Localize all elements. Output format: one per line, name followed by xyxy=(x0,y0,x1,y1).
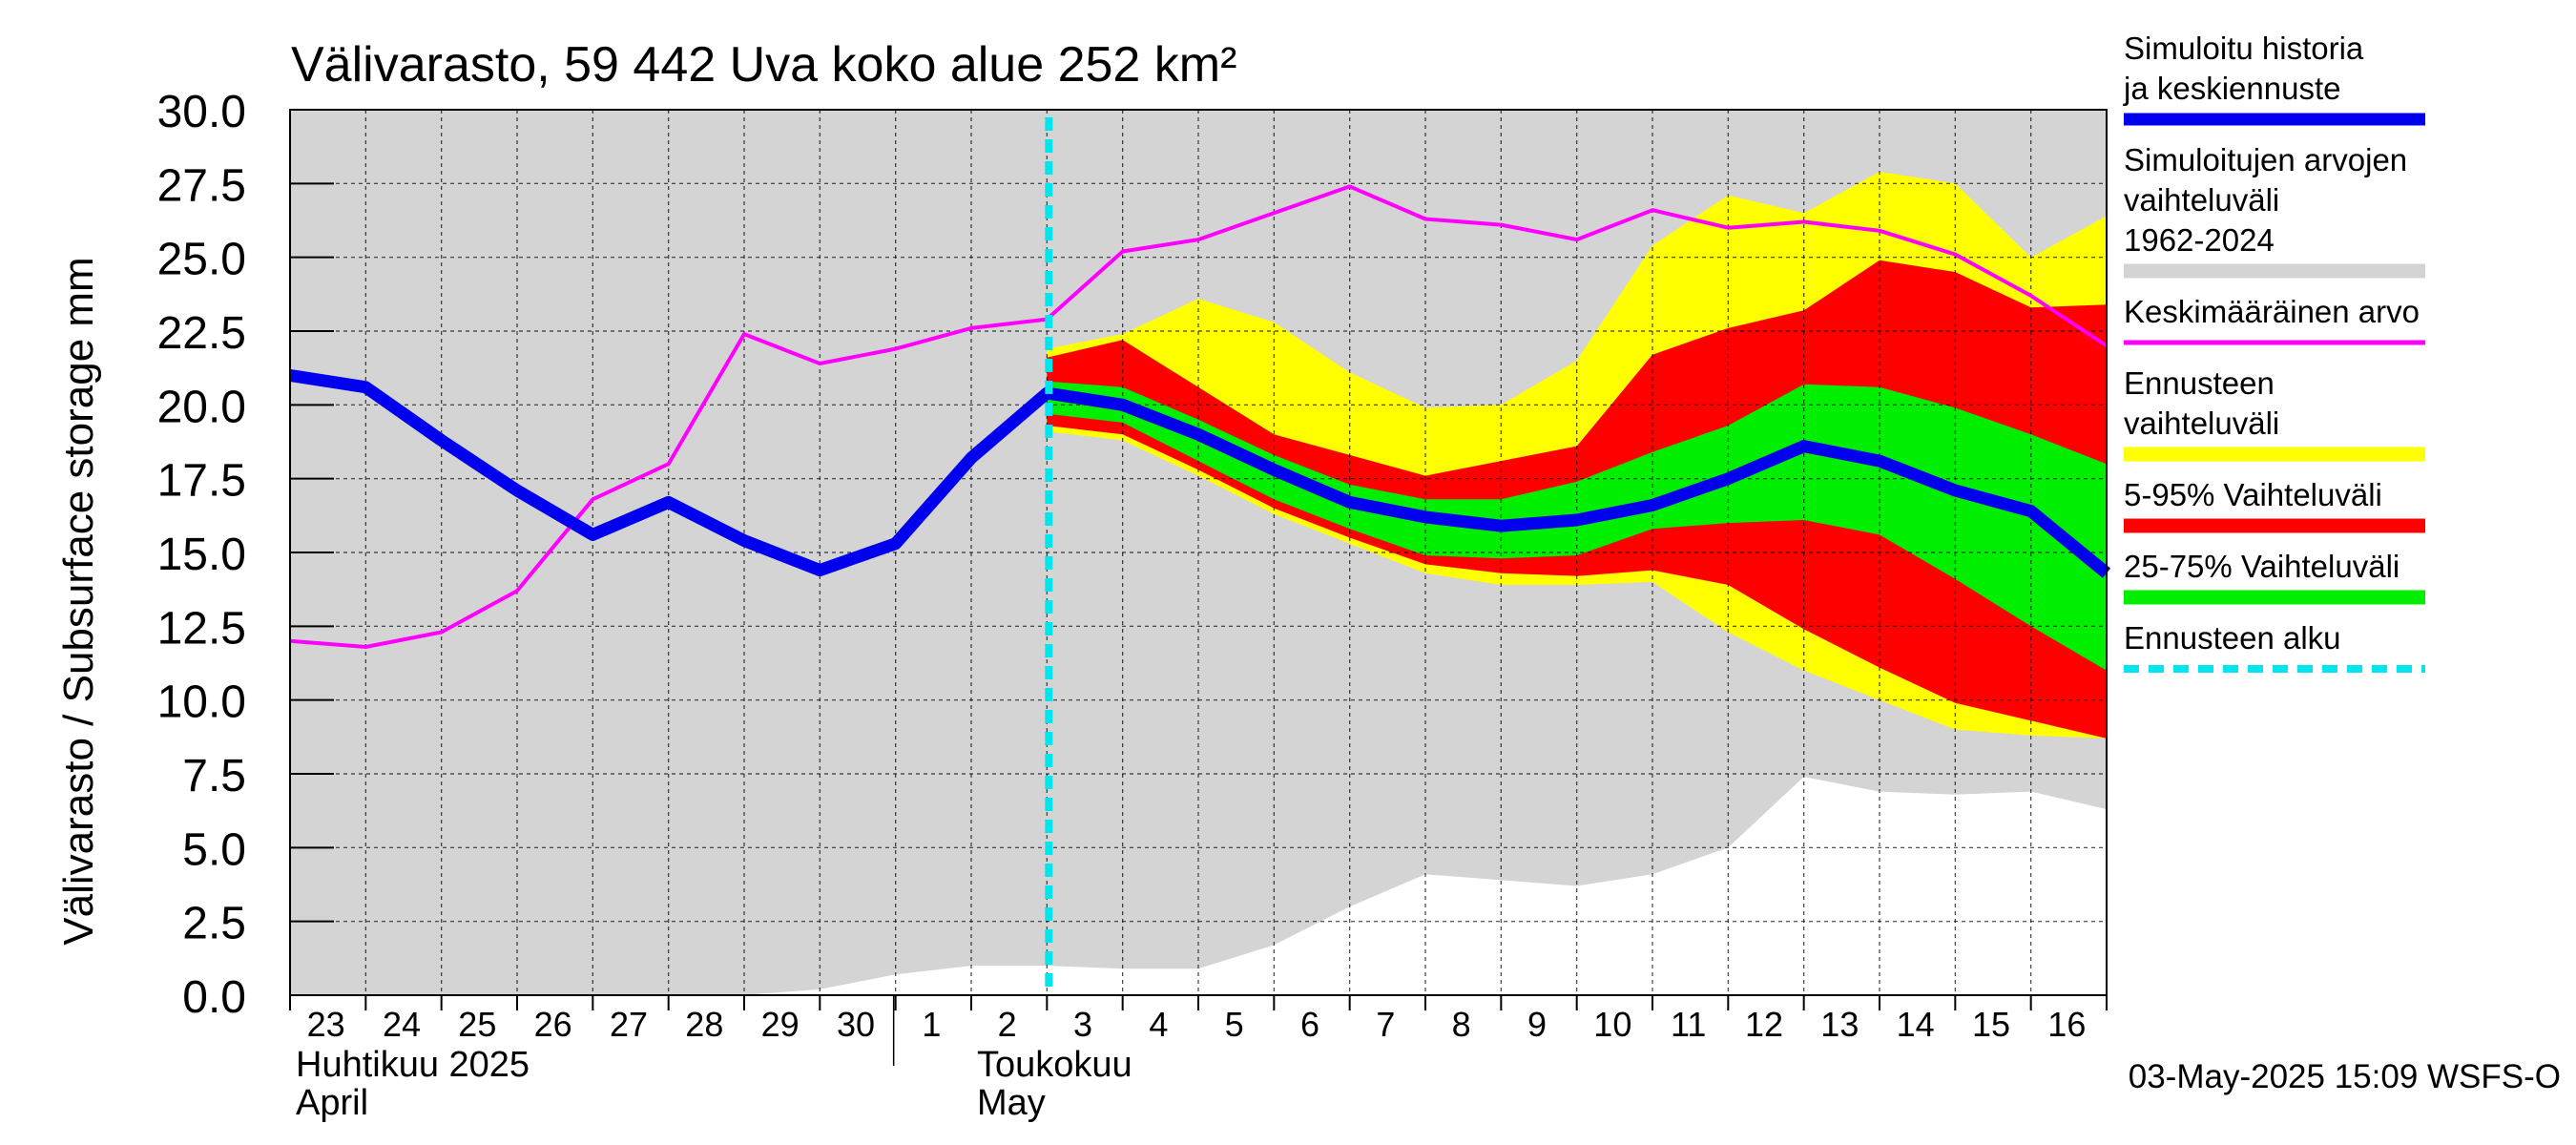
y-tick-label: 7.5 xyxy=(182,751,246,802)
x-tick-label: 9 xyxy=(1527,1005,1547,1044)
x-tick-label: 14 xyxy=(1897,1005,1935,1044)
x-tick-label: 4 xyxy=(1149,1005,1168,1044)
mean-value-line xyxy=(289,184,2109,649)
y-tick-label: 27.5 xyxy=(157,160,246,211)
month-label-english: May xyxy=(977,1083,1046,1123)
x-tick-label: 16 xyxy=(2047,1005,2086,1044)
chart-title: Välivarasto, 59 442 Uva koko alue 252 km… xyxy=(291,37,1236,93)
y-tick-label: 22.5 xyxy=(157,308,246,359)
y-tick-label: 30.0 xyxy=(157,87,246,137)
month-label: Toukokuu xyxy=(977,1045,1132,1085)
legend-label: vaihteluväli xyxy=(2124,182,2279,218)
y-tick-label: 5.0 xyxy=(182,824,246,875)
x-tick-label: 7 xyxy=(1376,1005,1395,1044)
y-axis-label: Välivarasto / Subsurface storage mm xyxy=(55,257,102,945)
legend-label: vaihteluväli xyxy=(2124,406,2279,441)
y-tick-label: 25.0 xyxy=(157,235,246,285)
month-label-english: April xyxy=(296,1083,368,1123)
simulated-history-line xyxy=(288,368,2111,578)
y-tick-label: 0.0 xyxy=(182,972,246,1023)
legend-item: 5-95% Vaihteluväli xyxy=(2124,477,2425,533)
x-tick-label: 23 xyxy=(307,1005,345,1044)
y-tick-label: 15.0 xyxy=(157,530,246,580)
legend-label: ja keskiennuste xyxy=(2123,71,2340,106)
x-tick-label: 29 xyxy=(761,1005,800,1044)
x-tick-label: 27 xyxy=(610,1005,648,1044)
legend-item: Simuloitujen arvojen vaihteluväli 1962-202… xyxy=(2124,142,2425,279)
x-tick-label: 6 xyxy=(1300,1005,1319,1044)
plot-area: 0.0 2.5 5.0 7.5 10.0 12.5 15.0 17.5 20.0 22.5 25.0… xyxy=(157,87,2111,1123)
legend-label: Ennusteen xyxy=(2124,365,2275,401)
y-tick-label: 17.5 xyxy=(157,456,246,507)
x-tick-label: 12 xyxy=(1745,1005,1783,1044)
legend-item: Simuloitu historia ja keskiennuste xyxy=(2123,31,2425,126)
legend-item: Ennusteen alku xyxy=(2124,620,2425,673)
legend-label: 5-95% Vaihteluväli xyxy=(2124,477,2382,512)
y-tick-label: 2.5 xyxy=(182,899,246,949)
y-tick-label: 10.0 xyxy=(157,677,246,728)
x-tick-label: 8 xyxy=(1452,1005,1471,1044)
timestamp-footer: 03-May-2025 15:09 WSFS-O xyxy=(2129,1058,2561,1095)
x-tick-label: 3 xyxy=(1073,1005,1092,1044)
y-tick-label: 20.0 xyxy=(157,382,246,432)
x-tick-label: 28 xyxy=(685,1005,723,1044)
legend-label: Ennusteen alku xyxy=(2124,620,2341,656)
legend-label: 25-75% Vaihteluväli xyxy=(2124,549,2399,584)
x-tick-label: 2 xyxy=(998,1005,1017,1044)
legend-label: Simuloitujen arvojen xyxy=(2124,142,2407,177)
x-tick-label: 5 xyxy=(1225,1005,1244,1044)
x-tick-label: 26 xyxy=(534,1005,572,1044)
legend-label: Keskimääräinen arvo xyxy=(2124,294,2420,329)
x-tick-label: 30 xyxy=(837,1005,875,1044)
legend-label: 1962-2024 xyxy=(2124,222,2275,258)
x-tick-label: 15 xyxy=(1972,1005,2010,1044)
legend-label: Simuloitu historia xyxy=(2124,31,2364,66)
legend-item: 25-75% Vaihteluväli xyxy=(2124,549,2425,605)
x-tick-label: 13 xyxy=(1820,1005,1859,1044)
x-tick-label: 24 xyxy=(383,1005,421,1044)
x-tick-label: 11 xyxy=(1671,1005,1706,1044)
x-tick-label: 10 xyxy=(1593,1005,1631,1044)
legend-item: Ennusteen vaihteluväli xyxy=(2124,365,2425,462)
month-label: Huhtikuu 2025 xyxy=(296,1045,530,1085)
y-tick-label: 12.5 xyxy=(157,603,246,654)
x-tick-label: 25 xyxy=(458,1005,496,1044)
legend-item: Keskimääräinen arvo xyxy=(2124,294,2425,345)
x-tick-label: 1 xyxy=(922,1005,941,1044)
